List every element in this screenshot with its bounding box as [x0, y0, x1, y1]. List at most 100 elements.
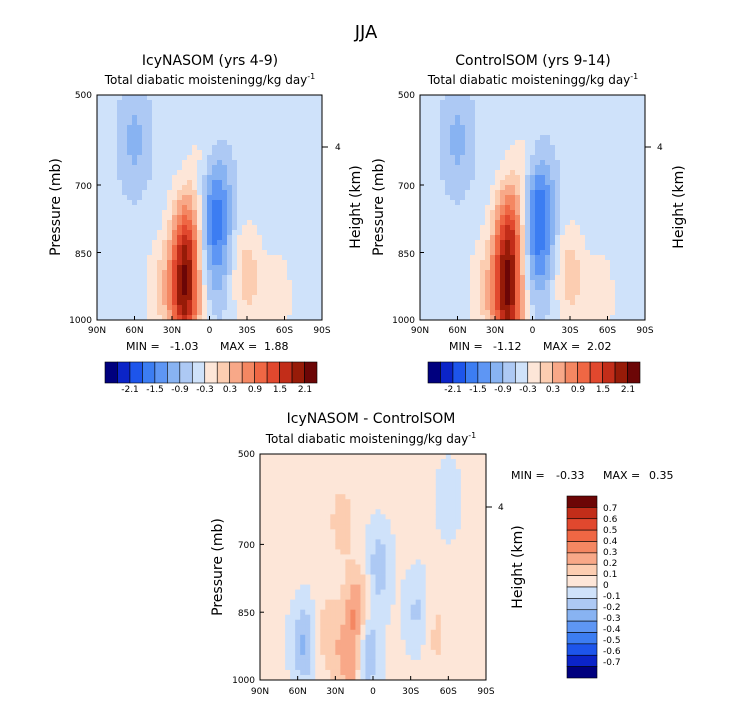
heatmap-cell [525, 275, 531, 281]
heatmap-cell [307, 250, 313, 256]
heatmap-cell [525, 260, 531, 266]
heatmap-cell [167, 300, 173, 306]
heatmap-cell [610, 225, 616, 231]
heatmap-cell [312, 125, 318, 131]
heatmap-cell [530, 290, 536, 296]
heatmap-cell [480, 240, 486, 246]
heatmap-cell [465, 145, 471, 151]
heatmap-cell [545, 315, 551, 321]
heatmap-cell [197, 205, 203, 211]
heatmap-cell [580, 220, 586, 226]
heatmap-cell [290, 474, 296, 480]
heatmap-cell [550, 120, 556, 126]
heatmap-cell [162, 135, 168, 141]
heatmap-cell [345, 589, 351, 596]
heatmap-cell [167, 190, 173, 196]
heatmap-cell [317, 225, 323, 231]
heatmap-cell [295, 619, 301, 626]
heatmap-cell [540, 290, 546, 296]
heatmap-cell [227, 150, 233, 156]
heatmap-cell [445, 145, 451, 151]
heatmap-cell [177, 265, 183, 271]
heatmap-cell [340, 639, 346, 646]
heatmap-cell [550, 255, 556, 261]
heatmap-cell [162, 120, 168, 126]
heatmap-cell [177, 225, 183, 231]
heatmap-cell [610, 245, 616, 251]
heatmap-cell [570, 145, 576, 151]
heatmap-cell [307, 210, 313, 216]
heatmap-cell [162, 305, 168, 311]
heatmap-cell [575, 315, 581, 321]
heatmap-cell [162, 255, 168, 261]
heatmap-cell [97, 195, 103, 201]
heatmap-cell [300, 464, 306, 470]
heatmap-cell [325, 629, 331, 636]
heatmap-cell [560, 290, 566, 296]
heatmap-cell [152, 100, 158, 106]
heatmap-cell [280, 609, 286, 616]
heatmap-cell [202, 95, 208, 101]
heatmap-cell [530, 260, 536, 266]
heatmap-cell [480, 160, 486, 166]
heatmap-cell [600, 310, 606, 316]
heatmap-cell [420, 280, 426, 286]
heatmap-cell [242, 305, 248, 311]
heatmap-cell [275, 649, 281, 656]
heatmap-cell [455, 105, 461, 111]
heatmap-cell [267, 280, 273, 286]
heatmap-cell [420, 165, 426, 171]
heatmap-cell [147, 165, 153, 171]
heatmap-cell [157, 280, 163, 286]
heatmap-cell [625, 155, 631, 161]
heatmap-cell [425, 115, 431, 121]
heatmap-cell [445, 95, 451, 101]
heatmap-cell [102, 250, 108, 256]
heatmap-cell [335, 459, 341, 465]
heatmap-cell [172, 215, 178, 221]
heatmap-cell [515, 165, 521, 171]
heatmap-cell [132, 125, 138, 131]
heatmap-cell [217, 190, 223, 196]
heatmap-cell [300, 659, 306, 666]
heatmap-cell [470, 190, 476, 196]
heatmap-cell [310, 499, 316, 505]
heatmap-cell [615, 220, 621, 226]
heatmap-cell [515, 170, 521, 176]
heatmap-cell [635, 250, 641, 256]
heatmap-cell [535, 275, 541, 281]
heatmap-cell [575, 240, 581, 246]
heatmap-cell [505, 110, 511, 116]
heatmap-cell [465, 95, 471, 101]
heatmap-cell [262, 310, 268, 316]
heatmap-cell [132, 290, 138, 296]
heatmap-cell [335, 644, 341, 651]
heatmap-cell [232, 280, 238, 286]
heatmap-cell [515, 120, 521, 126]
heatmap-cell [237, 255, 243, 261]
heatmap-cell [300, 534, 306, 540]
heatmap-cell [530, 195, 536, 201]
heatmap-cell [635, 200, 641, 206]
heatmap-cell [177, 155, 183, 161]
heatmap-cell [420, 190, 426, 196]
heatmap-cell [570, 125, 576, 131]
heatmap-cell [290, 464, 296, 470]
heatmap-cell [300, 664, 306, 671]
heatmap-cell [117, 100, 123, 106]
heatmap-cell [505, 230, 511, 236]
heatmap-cell [312, 110, 318, 116]
heatmap-cell [237, 310, 243, 316]
heatmap-cell [315, 479, 321, 485]
heatmap-cell [147, 245, 153, 251]
heatmap-cell [217, 120, 223, 126]
heatmap-cell [500, 255, 506, 261]
heatmap-cell [265, 589, 271, 596]
heatmap-cell [515, 205, 521, 211]
heatmap-cell [272, 240, 278, 246]
heatmap-cell [107, 310, 113, 316]
heatmap-cell [137, 130, 143, 136]
heatmap-cell [272, 260, 278, 266]
heatmap-cell [260, 479, 266, 485]
heatmap-cell [605, 190, 611, 196]
